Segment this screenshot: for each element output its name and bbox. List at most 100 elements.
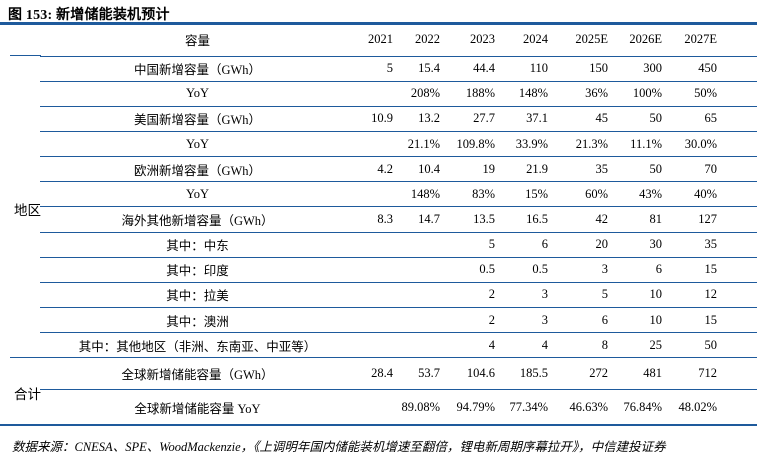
- forecast-table: 容量 2021 2022 2023 2024 2025E 2026E 2027E 中国新增容…: [40, 24, 757, 424]
- year-header: 2023: [470, 32, 495, 47]
- value-cell: 0.5: [479, 262, 495, 277]
- row-spacer: [717, 56, 757, 81]
- value-cell: 15.4: [418, 61, 440, 76]
- value-cell: 70: [704, 161, 718, 176]
- table-row: 其中：其他地区（非洲、东南亚、中亚等） 4 4 8 25 50: [40, 333, 757, 358]
- value-cell: 4: [488, 337, 495, 352]
- value-cell: 37.1: [526, 111, 548, 126]
- value-cell: 100%: [632, 86, 662, 101]
- row-spacer: [717, 390, 757, 424]
- value-cell: 188%: [465, 86, 495, 101]
- value-cell: [355, 333, 393, 358]
- value-cell: [393, 282, 440, 307]
- table-row: 其中：中东 5 6 20 30 35: [40, 232, 757, 258]
- value-cell: 43%: [639, 186, 662, 201]
- value-cell: 150: [589, 61, 608, 76]
- value-cell: 481: [643, 366, 662, 381]
- row-spacer: [717, 282, 757, 307]
- value-cell: 8.3: [377, 212, 393, 227]
- value-cell: 148%: [518, 86, 548, 101]
- value-cell: 76.84%: [623, 399, 662, 414]
- table-row: 海外其他新增容量（GWh） 8.3 14.7 13.5 16.5 42 81 127: [40, 207, 757, 233]
- value-cell: 53.7: [418, 366, 440, 381]
- table-row: 全球新增储能容量 YoY 89.08% 94.79% 77.34% 46.63% 76.8…: [40, 390, 757, 424]
- header-divider-extension: [10, 54, 41, 56]
- value-cell: 10: [649, 312, 663, 327]
- row-label: 全球新增储能容量（GWh）: [121, 368, 274, 383]
- table-row: 中国新增容量（GWh） 5 15.4 44.4 110 150 300 450: [40, 56, 757, 82]
- value-cell: [393, 333, 440, 358]
- value-cell: 14.7: [418, 212, 440, 227]
- value-cell: 30.0%: [684, 136, 717, 151]
- figure-title: 图 153: 新增储能装机预计: [8, 8, 170, 23]
- value-cell: [355, 282, 393, 307]
- bottom-divider: [0, 423, 757, 426]
- value-cell: 5: [488, 237, 495, 252]
- table-row: 全球新增储能容量（GWh） 28.4 53.7 104.6 185.5 272 481 712: [40, 358, 757, 390]
- year-header: 2027E: [684, 32, 717, 47]
- value-cell: 65: [704, 111, 718, 126]
- row-label: 其中：拉美: [166, 289, 229, 304]
- value-cell: 109.8%: [456, 136, 495, 151]
- row-label: 其中：其他地区（非洲、东南亚、中亚等）: [78, 339, 317, 354]
- value-cell: 13.2: [418, 111, 440, 126]
- value-cell: 81: [649, 212, 663, 227]
- value-cell: 5: [601, 287, 608, 302]
- value-cell: 21.1%: [407, 136, 440, 151]
- region-group-label: 地区: [14, 203, 41, 218]
- capacity-column-header: 容量: [184, 34, 210, 49]
- row-spacer: [717, 207, 757, 232]
- value-cell: 450: [698, 61, 717, 76]
- value-cell: 10: [649, 287, 663, 302]
- row-spacer: [717, 157, 757, 182]
- value-cell: 42: [595, 212, 609, 227]
- value-cell: 46.63%: [569, 399, 608, 414]
- row-label: YoY: [185, 136, 210, 151]
- row-spacer: [717, 81, 757, 106]
- value-cell: 50%: [694, 86, 717, 101]
- table-row: 其中：印度 0.5 0.5 3 6 15: [40, 257, 757, 283]
- value-cell: 4.2: [377, 161, 393, 176]
- value-cell: [355, 81, 393, 106]
- value-cell: 12: [704, 287, 718, 302]
- value-cell: [355, 131, 393, 156]
- total-group-label: 合计: [14, 387, 41, 402]
- value-cell: 13.5: [473, 212, 495, 227]
- row-label: 其中：印度: [166, 264, 229, 279]
- value-cell: 712: [698, 366, 717, 381]
- year-header: 2021: [368, 32, 393, 47]
- value-cell: 15: [704, 312, 718, 327]
- value-cell: 40%: [694, 186, 717, 201]
- value-cell: 4: [541, 337, 548, 352]
- value-cell: 33.9%: [515, 136, 548, 151]
- row-spacer: [717, 182, 757, 207]
- value-cell: 21.9: [526, 161, 548, 176]
- value-cell: 48.02%: [678, 399, 717, 414]
- row-spacer: [717, 358, 757, 390]
- value-cell: 110: [529, 61, 548, 76]
- table-row: YoY 21.1% 109.8% 33.9% 21.3% 11.1% 30.0%: [40, 131, 757, 157]
- value-cell: 16.5: [526, 212, 548, 227]
- row-label: 欧洲新增容量（GWh）: [133, 163, 262, 178]
- value-cell: [355, 390, 393, 424]
- value-cell: 127: [698, 212, 717, 227]
- value-cell: 20: [595, 237, 609, 252]
- value-cell: 28.4: [371, 366, 393, 381]
- value-cell: 60%: [585, 186, 608, 201]
- value-cell: 11.1%: [630, 136, 662, 151]
- year-header: 2022: [415, 32, 440, 47]
- table-row: 其中：拉美 2 3 5 10 12: [40, 282, 757, 308]
- value-cell: 3: [541, 312, 548, 327]
- year-header: 2026E: [629, 32, 662, 47]
- value-cell: 208%: [410, 86, 440, 101]
- value-cell: 77.34%: [509, 399, 548, 414]
- value-cell: 36%: [585, 86, 608, 101]
- value-cell: 6: [655, 262, 662, 277]
- top-divider: [0, 22, 757, 25]
- row-spacer: [717, 333, 757, 358]
- table-row: YoY 208% 188% 148% 36% 100% 50%: [40, 81, 757, 107]
- value-cell: 3: [541, 287, 548, 302]
- value-cell: 148%: [410, 186, 440, 201]
- value-cell: 83%: [472, 186, 495, 201]
